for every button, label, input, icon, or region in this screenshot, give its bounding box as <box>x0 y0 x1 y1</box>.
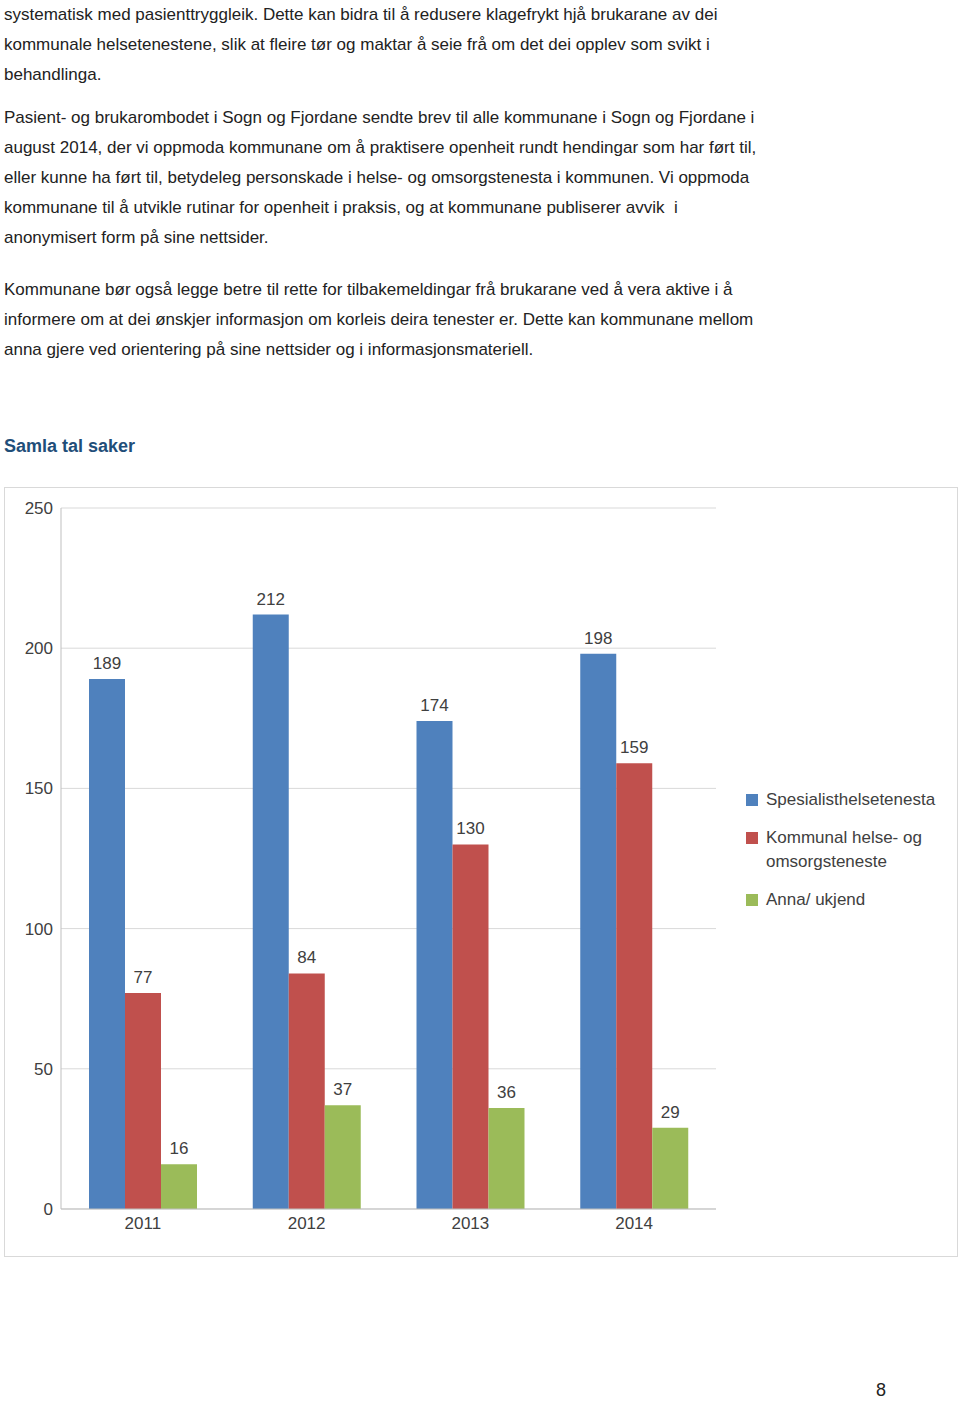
svg-text:198: 198 <box>584 629 612 648</box>
svg-text:36: 36 <box>497 1083 516 1102</box>
svg-text:2014: 2014 <box>615 1214 653 1233</box>
html-text:anonymisert form på sine netts: anonymisert form på sine nettsider. <box>4 228 269 247</box>
svg-text:100: 100 <box>25 920 53 939</box>
svg-text:150: 150 <box>25 779 53 798</box>
html-text:Samla tal saker: Samla tal saker <box>4 436 136 456</box>
html-text:eller kunne ha ført til, betyd: eller kunne ha ført til, betydeleg perso… <box>4 168 750 187</box>
svg-text:77: 77 <box>134 968 153 987</box>
svg-text:37: 37 <box>333 1080 352 1099</box>
svg-text:2011: 2011 <box>125 1214 162 1233</box>
html-text:Anna/ ukjend: Anna/ ukjend <box>766 890 866 909</box>
html-text:8: 8 <box>876 1380 886 1400</box>
svg-text:2012: 2012 <box>288 1214 326 1233</box>
html-text:Kommunal helse- og omsorgstene: Kommunal helse- og omsorgsteneste <box>766 828 922 871</box>
svg-text:16: 16 <box>170 1139 189 1158</box>
svg-text:84: 84 <box>297 948 316 967</box>
html-text:systematisk med pasienttryggle: systematisk med pasienttryggleik. Dette … <box>4 5 718 24</box>
html-text:Kommunane bør også legge betre: Kommunane bør også legge betre til rette… <box>4 280 733 299</box>
svg-text:130: 130 <box>456 819 484 838</box>
svg-text:50: 50 <box>34 1060 53 1079</box>
html-text:informere om at dei ønskjer in: informere om at dei ønskjer informasjon … <box>4 310 754 329</box>
svg-text:189: 189 <box>93 654 121 673</box>
svg-text:200: 200 <box>25 639 53 658</box>
html-text:august 2014, der vi oppmoda ko: august 2014, der vi oppmoda kommunane om… <box>4 138 757 157</box>
svg-text:159: 159 <box>620 738 648 757</box>
svg-text:174: 174 <box>420 696 448 715</box>
html-text:kommunale helsetenestene, slik: kommunale helsetenestene, slik at fleire… <box>4 35 710 54</box>
html-text:Spesialisthelsetenesta: Spesialisthelsetenesta <box>766 790 936 809</box>
svg-text:29: 29 <box>661 1103 680 1122</box>
html-text:anna gjere ved orientering på: anna gjere ved orientering på sine netts… <box>4 340 534 359</box>
html-text:Pasient- og brukarombodet i So: Pasient- og brukarombodet i Sogn og Fjor… <box>4 108 755 127</box>
html-text:kommunane til å utvikle rutina: kommunane til å utvikle rutinar for open… <box>4 198 678 217</box>
svg-text:250: 250 <box>25 499 53 518</box>
svg-text:2013: 2013 <box>451 1214 489 1233</box>
svg-text:0: 0 <box>44 1200 53 1219</box>
html-text:behandlinga.: behandlinga. <box>4 65 102 84</box>
svg-text:212: 212 <box>257 590 285 609</box>
